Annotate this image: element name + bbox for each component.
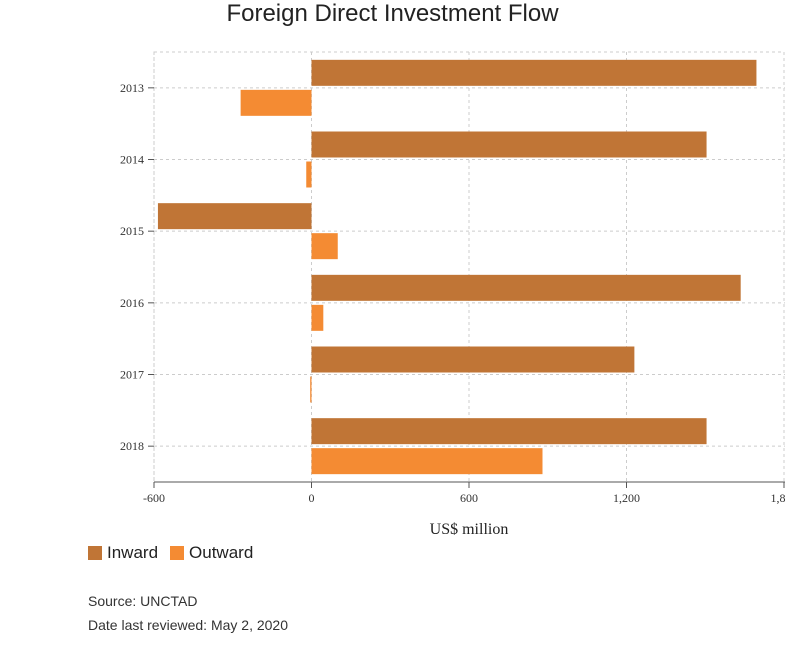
y-tick-label: 2018 <box>120 439 144 453</box>
y-tick-label: 2014 <box>120 153 144 167</box>
bar-outward-2015[interactable] <box>311 233 338 260</box>
legend-item-outward[interactable]: Outward <box>170 543 253 563</box>
legend: Inward Outward <box>88 543 265 563</box>
x-tick-label: 0 <box>309 491 315 505</box>
legend-label-inward: Inward <box>107 543 159 562</box>
chart-plot: 2013 2014 2015 2016 2017 2018 -600 0 600 1,200 1,8… <box>120 51 785 538</box>
y-tick-label: 2017 <box>120 368 144 382</box>
plot-frame <box>153 51 785 483</box>
y-tick-label: 2016 <box>120 296 144 310</box>
bar-outward-2016[interactable] <box>311 304 324 331</box>
reviewed-date: Date last reviewed: May 2, 2020 <box>88 617 288 633</box>
bar-outward-2018[interactable] <box>311 448 543 475</box>
legend-swatch-outward <box>170 546 185 560</box>
bar-inward-2017[interactable] <box>311 346 635 373</box>
chart-title: Foreign Direct Investment Flow <box>226 0 559 27</box>
bar-inward-2016[interactable] <box>311 274 741 301</box>
bar-outward-2014[interactable] <box>306 161 312 188</box>
x-axis-title: US$ million <box>430 521 509 538</box>
x-tick-label: 1,200 <box>613 491 640 505</box>
y-tick-label: 2015 <box>120 224 144 238</box>
legend-item-inward[interactable]: Inward <box>88 543 158 563</box>
y-tick-label: 2013 <box>120 81 144 95</box>
bar-inward-2015[interactable] <box>157 203 312 230</box>
bar-inward-2018[interactable] <box>311 418 707 445</box>
source-note: Source: UNCTAD <box>88 593 198 609</box>
x-tick-label: 1,800 <box>771 491 785 505</box>
bar-outward-2013[interactable] <box>240 89 312 116</box>
bar-outward-2017[interactable] <box>310 376 312 403</box>
bar-inward-2013[interactable] <box>311 59 757 86</box>
bar-inward-2014[interactable] <box>311 131 707 158</box>
legend-label-outward: Outward <box>189 543 254 562</box>
x-tick-label: 600 <box>460 491 478 505</box>
legend-swatch-inward <box>88 546 102 560</box>
x-tick-label: -600 <box>143 491 165 505</box>
